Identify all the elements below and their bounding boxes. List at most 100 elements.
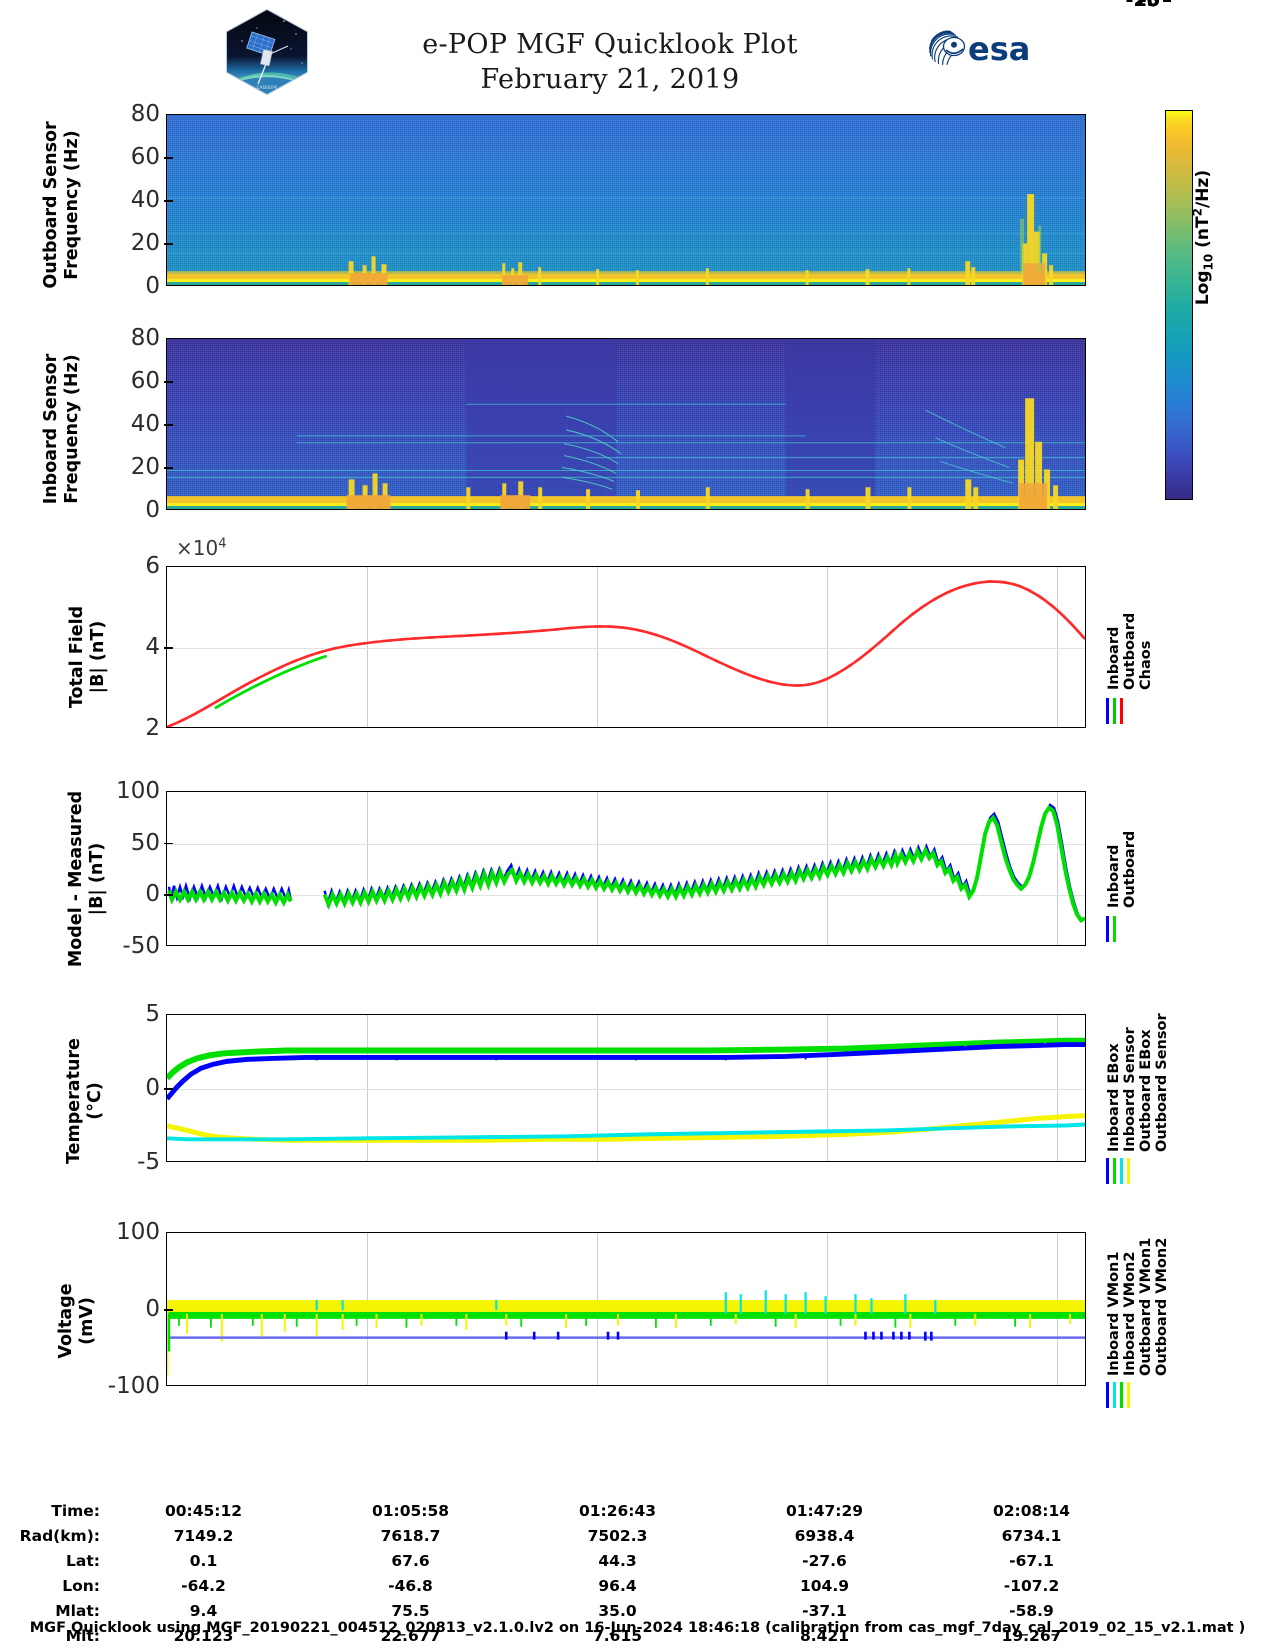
voltage-legend-swatch <box>1113 1382 1116 1408</box>
voltage-ytick: 0 <box>145 1296 160 1322</box>
table-cell: 7502.3 <box>587 1526 648 1545</box>
table-cell: 7.615 <box>592 1626 643 1645</box>
esa-logo: esa <box>924 28 1042 68</box>
temperature-ytick: 5 <box>145 1001 160 1027</box>
colorbar-tick-label: -25 <box>1125 0 1160 11</box>
total-field-tickmark <box>164 647 173 649</box>
table-row-label: Mlt: <box>65 1626 100 1645</box>
voltage-tickmark <box>164 1309 173 1311</box>
ylabel-line2: Frequency (Hz) <box>62 130 82 280</box>
temperature-ytick: -5 <box>137 1149 160 1175</box>
total-field-ytick: 4 <box>145 634 160 660</box>
outboard-spectrogram-tickmark <box>164 157 173 159</box>
outboard-spectrogram-tickmark <box>164 243 173 245</box>
table-cell: 20.123 <box>173 1626 234 1645</box>
model-minus-measured-tickmark <box>164 842 173 845</box>
table-cell: 01:05:58 <box>371 1501 450 1520</box>
table-cell: 6734.1 <box>1001 1526 1062 1545</box>
colorbar-label-sub: 10 <box>1201 253 1216 271</box>
ylabel-line1: Model - Measured <box>66 790 86 968</box>
footer-provenance: MGF Quicklook using MGF_20190221_004512_… <box>29 1620 1246 1636</box>
table-row: Lon: -64.2 -46.8 96.4 104.9 -107.2 <box>0 1573 1135 1598</box>
inboard-spectrogram-axes[interactable] <box>166 338 1086 510</box>
inboard-spectrogram-ylabel: Inboard Sensor Frequency (Hz) <box>41 319 83 539</box>
ylabel-line2: |B| (nT) <box>88 620 108 694</box>
table-cell: 8.421 <box>799 1626 850 1645</box>
table-cell: 7618.7 <box>380 1526 441 1545</box>
model-minus-measured-ytick: 100 <box>116 778 160 804</box>
voltage-legend-swatch <box>1120 1382 1123 1408</box>
inboard-spectrogram-tickmark <box>164 424 173 426</box>
colorbar-tick-label: -10 <box>1125 0 1160 11</box>
voltage-legend-swatch <box>1106 1382 1109 1408</box>
temperature-axes[interactable] <box>166 1014 1086 1162</box>
colorbar-label-unit-pre: (nT <box>1193 216 1214 254</box>
table-row: Lat: 0.1 67.6 44.3 -27.6 -67.1 <box>0 1548 1135 1573</box>
temperature-ylabel: Temperature (°C) <box>64 986 106 1216</box>
inboard-spectrogram-ytick: 40 <box>130 411 160 437</box>
table-cell: -107.2 <box>1003 1576 1060 1595</box>
colorbar <box>1165 110 1193 500</box>
temperature-legend-label: Inboard EBox <box>1106 1043 1122 1152</box>
page-header: CASSIOPE e-POP MGF Quicklook Plot Februa… <box>0 0 1275 100</box>
ylabel-line1: Voltage <box>56 1283 76 1359</box>
colorbar-label-base: Log <box>1193 270 1214 306</box>
table-row-label: Lon: <box>62 1576 100 1595</box>
colorbar-tick-label: -5 <box>1138 0 1160 11</box>
table-cell: 104.9 <box>799 1576 850 1595</box>
table-row-label: Time: <box>51 1501 100 1520</box>
inboard-spectrogram-ytick: 80 <box>130 325 160 351</box>
table-cell: -64.2 <box>181 1576 226 1595</box>
ylabel-line2: (mV) <box>77 1297 97 1345</box>
total-field-ylabel: Total Field |B| (nT) <box>67 547 109 767</box>
total-field-axes[interactable] <box>166 566 1086 728</box>
total-field-traces <box>167 580 1085 727</box>
table-cell: 6938.4 <box>794 1526 855 1545</box>
model-minus-measured-ytick: 0 <box>145 881 160 908</box>
table-cell: 19.267 <box>1001 1626 1062 1645</box>
colorbar-label: Log10 (nT2/Hz) <box>1190 143 1215 333</box>
outboard-spectrogram-axes[interactable] <box>166 114 1086 286</box>
temperature-legend-label: Outboard EBox <box>1138 1029 1154 1152</box>
svg-text:CASSIOPE: CASSIOPE <box>257 85 278 90</box>
temperature-traces <box>167 1037 1085 1143</box>
model-minus-measured-axes[interactable] <box>166 791 1086 946</box>
cassiope-logo: CASSIOPE <box>222 8 312 96</box>
temperature-legend-label: Outboard Sensor <box>1154 1013 1170 1152</box>
table-cell: 00:45:12 <box>164 1501 243 1520</box>
model-minus-measured-legend-keys <box>1106 916 1116 942</box>
colorbar-tick-label: 0 <box>1146 0 1160 11</box>
temperature-legend-swatch <box>1127 1158 1130 1184</box>
total-field-legend-label: Inboard <box>1106 626 1122 690</box>
table-cell: 75.5 <box>391 1601 430 1620</box>
table-cell: 22.677 <box>380 1626 441 1645</box>
voltage-axes[interactable] <box>166 1232 1086 1386</box>
table-cell: 35.0 <box>598 1601 637 1620</box>
temperature-legend: Inboard EBox Inboard Sensor Outboard EBox O… <box>1106 1013 1170 1152</box>
total-field-legend-swatch <box>1113 698 1116 724</box>
voltage-legend-label: Inboard VMon1 <box>1106 1251 1122 1376</box>
voltage-ytick: 100 <box>116 1219 160 1245</box>
temperature-legend-swatch <box>1120 1158 1123 1184</box>
ephemeris-table-grid: Time: 00:45:12 01:05:58 01:26:43 01:47:29 02:… <box>0 1498 1135 1648</box>
total-field-legend-swatch <box>1106 698 1109 724</box>
model-minus-measured-ytick: -50 <box>122 933 160 959</box>
table-row-label: Lat: <box>66 1551 100 1570</box>
outboard-spectrogram-ylabel: Outboard Sensor Frequency (Hz) <box>41 95 83 315</box>
colorbar-label-unit-post: /Hz) <box>1193 169 1214 209</box>
inboard-spectrogram-ytick: 20 <box>130 454 160 480</box>
model-minus-measured-yticks: 100 50 0 -50 <box>104 778 173 959</box>
table-cell: -46.8 <box>388 1576 433 1595</box>
table-cell: 7149.2 <box>173 1526 234 1545</box>
model-minus-measured-legend-label: Inboard <box>1106 844 1122 908</box>
total-field-ytick: 2 <box>145 715 160 741</box>
voltage-yticks: 100 0 -100 <box>104 1219 173 1399</box>
table-row: Time: 00:45:12 01:05:58 01:26:43 01:47:29 02:… <box>0 1498 1135 1523</box>
table-cell: 44.3 <box>598 1551 637 1570</box>
table-row-label: Rad(km): <box>19 1526 100 1545</box>
inboard-spectrogram-yticks: 80 60 40 20 0 <box>104 325 173 523</box>
table-cell: 0.1 <box>189 1551 218 1570</box>
inboard-spectrogram-image <box>167 339 1085 509</box>
page-title: e-POP MGF Quicklook Plot February 21, 20… <box>330 28 890 98</box>
inboard-spectrogram-ytick: 60 <box>130 368 160 394</box>
